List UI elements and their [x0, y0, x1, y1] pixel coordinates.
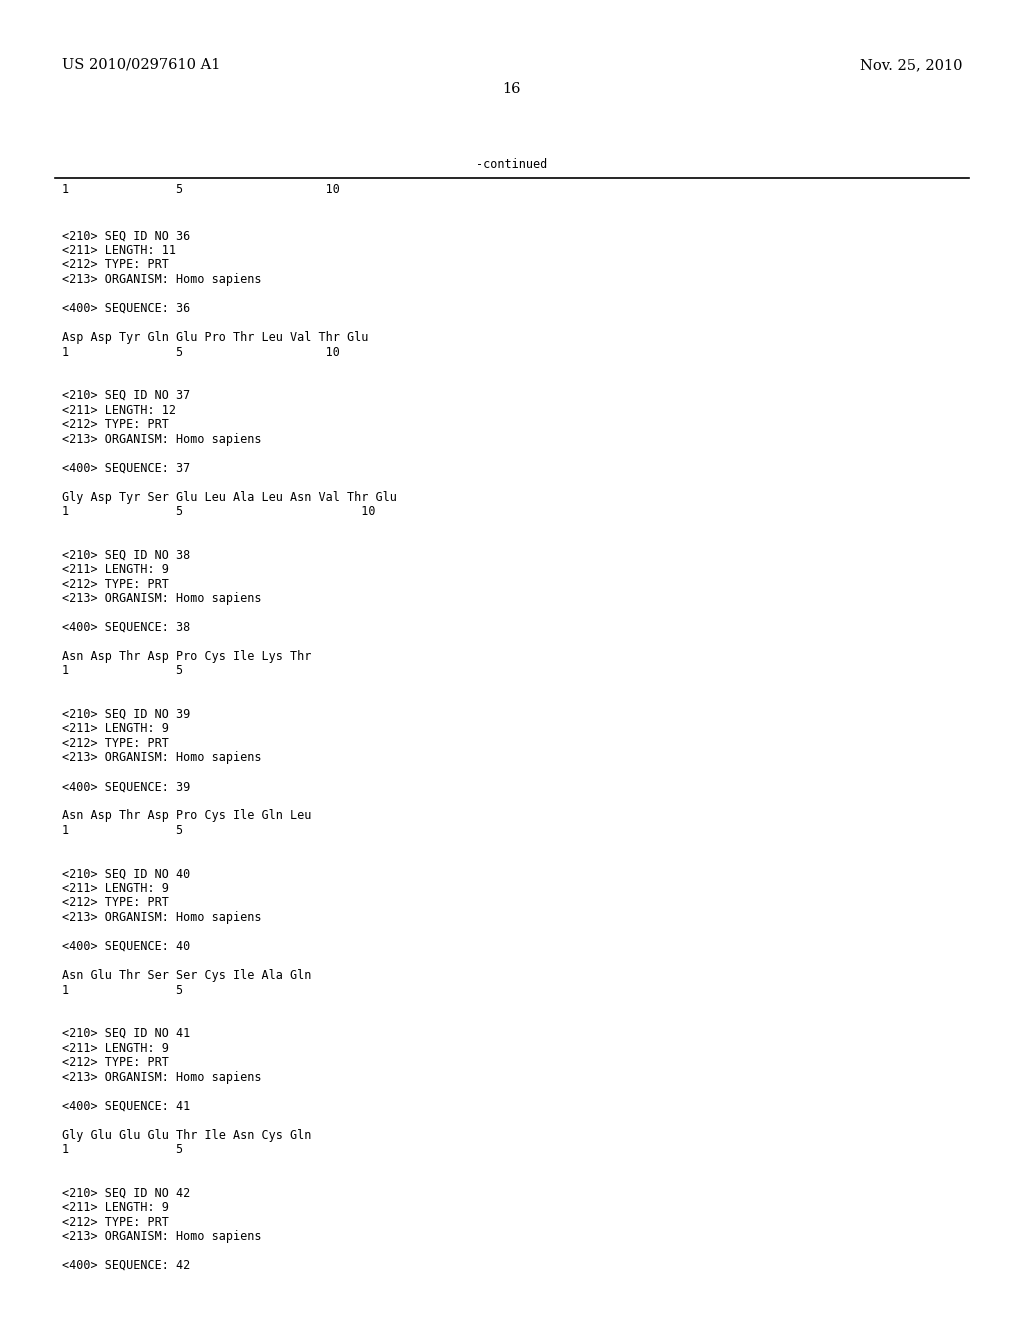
- Text: <212> TYPE: PRT: <212> TYPE: PRT: [62, 1056, 169, 1069]
- Text: US 2010/0297610 A1: US 2010/0297610 A1: [62, 58, 220, 73]
- Text: <213> ORGANISM: Homo sapiens: <213> ORGANISM: Homo sapiens: [62, 591, 261, 605]
- Text: <400> SEQUENCE: 39: <400> SEQUENCE: 39: [62, 780, 190, 793]
- Text: <210> SEQ ID NO 42: <210> SEQ ID NO 42: [62, 1187, 190, 1200]
- Text: 1               5: 1 5: [62, 1143, 183, 1156]
- Text: <212> TYPE: PRT: <212> TYPE: PRT: [62, 737, 169, 750]
- Text: <400> SEQUENCE: 36: <400> SEQUENCE: 36: [62, 302, 190, 315]
- Text: Gly Asp Tyr Ser Glu Leu Ala Leu Asn Val Thr Glu: Gly Asp Tyr Ser Glu Leu Ala Leu Asn Val …: [62, 491, 397, 503]
- Text: Asn Asp Thr Asp Pro Cys Ile Gln Leu: Asn Asp Thr Asp Pro Cys Ile Gln Leu: [62, 809, 311, 822]
- Text: <213> ORGANISM: Homo sapiens: <213> ORGANISM: Homo sapiens: [62, 433, 261, 446]
- Text: <400> SEQUENCE: 37: <400> SEQUENCE: 37: [62, 462, 190, 474]
- Text: <211> LENGTH: 11: <211> LENGTH: 11: [62, 244, 176, 257]
- Text: <213> ORGANISM: Homo sapiens: <213> ORGANISM: Homo sapiens: [62, 273, 261, 286]
- Text: <210> SEQ ID NO 36: <210> SEQ ID NO 36: [62, 230, 190, 243]
- Text: <210> SEQ ID NO 38: <210> SEQ ID NO 38: [62, 549, 190, 561]
- Text: <211> LENGTH: 9: <211> LENGTH: 9: [62, 1041, 169, 1055]
- Text: <212> TYPE: PRT: <212> TYPE: PRT: [62, 259, 169, 272]
- Text: <213> ORGANISM: Homo sapiens: <213> ORGANISM: Homo sapiens: [62, 1071, 261, 1084]
- Text: 1               5                    10: 1 5 10: [62, 183, 340, 195]
- Text: <212> TYPE: PRT: <212> TYPE: PRT: [62, 418, 169, 432]
- Text: <211> LENGTH: 12: <211> LENGTH: 12: [62, 404, 176, 417]
- Text: -continued: -continued: [476, 158, 548, 172]
- Text: <211> LENGTH: 9: <211> LENGTH: 9: [62, 1201, 169, 1214]
- Text: <213> ORGANISM: Homo sapiens: <213> ORGANISM: Homo sapiens: [62, 1230, 261, 1243]
- Text: <212> TYPE: PRT: <212> TYPE: PRT: [62, 896, 169, 909]
- Text: <213> ORGANISM: Homo sapiens: <213> ORGANISM: Homo sapiens: [62, 751, 261, 764]
- Text: <210> SEQ ID NO 40: <210> SEQ ID NO 40: [62, 867, 190, 880]
- Text: <400> SEQUENCE: 42: <400> SEQUENCE: 42: [62, 1259, 190, 1272]
- Text: 1               5                    10: 1 5 10: [62, 346, 340, 359]
- Text: <212> TYPE: PRT: <212> TYPE: PRT: [62, 1216, 169, 1229]
- Text: <400> SEQUENCE: 38: <400> SEQUENCE: 38: [62, 620, 190, 634]
- Text: 1               5: 1 5: [62, 664, 183, 677]
- Text: Asn Asp Thr Asp Pro Cys Ile Lys Thr: Asn Asp Thr Asp Pro Cys Ile Lys Thr: [62, 649, 311, 663]
- Text: Gly Glu Glu Glu Thr Ile Asn Cys Gln: Gly Glu Glu Glu Thr Ile Asn Cys Gln: [62, 1129, 311, 1142]
- Text: 1               5: 1 5: [62, 824, 183, 837]
- Text: 1               5: 1 5: [62, 983, 183, 997]
- Text: <400> SEQUENCE: 40: <400> SEQUENCE: 40: [62, 940, 190, 953]
- Text: <400> SEQUENCE: 41: <400> SEQUENCE: 41: [62, 1100, 190, 1113]
- Text: <211> LENGTH: 9: <211> LENGTH: 9: [62, 722, 169, 735]
- Text: Asn Glu Thr Ser Ser Cys Ile Ala Gln: Asn Glu Thr Ser Ser Cys Ile Ala Gln: [62, 969, 311, 982]
- Text: <212> TYPE: PRT: <212> TYPE: PRT: [62, 578, 169, 590]
- Text: 1               5                         10: 1 5 10: [62, 506, 376, 517]
- Text: Asp Asp Tyr Gln Glu Pro Thr Leu Val Thr Glu: Asp Asp Tyr Gln Glu Pro Thr Leu Val Thr …: [62, 331, 369, 345]
- Text: <210> SEQ ID NO 39: <210> SEQ ID NO 39: [62, 708, 190, 721]
- Text: <213> ORGANISM: Homo sapiens: <213> ORGANISM: Homo sapiens: [62, 911, 261, 924]
- Text: <211> LENGTH: 9: <211> LENGTH: 9: [62, 564, 169, 576]
- Text: <210> SEQ ID NO 41: <210> SEQ ID NO 41: [62, 1027, 190, 1040]
- Text: 16: 16: [503, 82, 521, 96]
- Text: <211> LENGTH: 9: <211> LENGTH: 9: [62, 882, 169, 895]
- Text: Nov. 25, 2010: Nov. 25, 2010: [859, 58, 962, 73]
- Text: <210> SEQ ID NO 37: <210> SEQ ID NO 37: [62, 389, 190, 403]
